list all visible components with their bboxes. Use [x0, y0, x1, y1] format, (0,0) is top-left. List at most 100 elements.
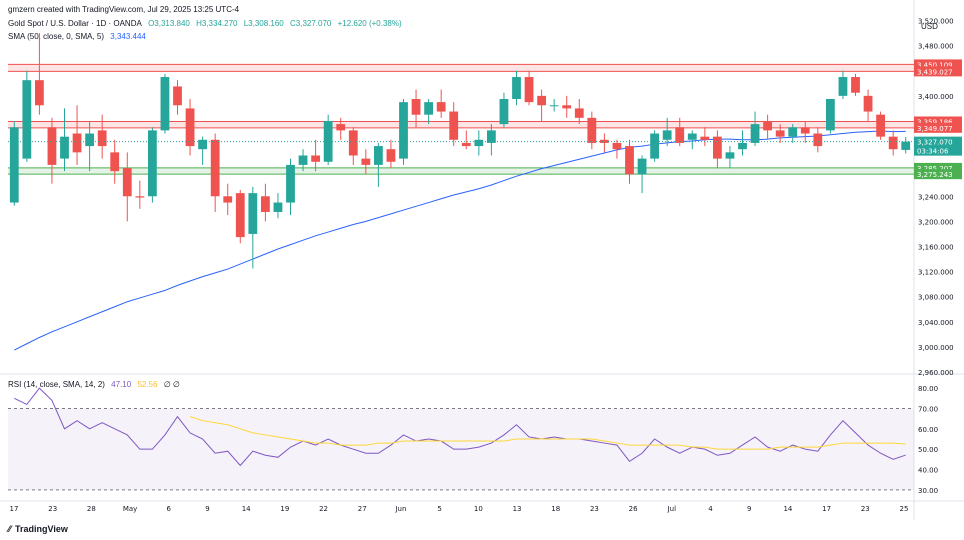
candle-body [336, 124, 346, 131]
rsi-tick-label: 40.00 [918, 467, 938, 475]
sma-label: SMA (50, close, 0, SMA, 5) [8, 32, 105, 41]
candle-body [712, 136, 722, 159]
candle-body [235, 193, 245, 238]
candle-body [625, 146, 634, 175]
time-tick-label: 19 [280, 505, 289, 513]
candle-body [173, 86, 182, 106]
candle-body [436, 102, 446, 112]
price-tick-label: 3,400.000 [918, 93, 954, 101]
candle-body [60, 136, 69, 159]
price-tick-label: 3,040.000 [918, 319, 954, 327]
time-tick-label: May [123, 505, 137, 513]
last-price-label: 3,327.070 [917, 139, 953, 147]
candle-body [223, 196, 233, 203]
price-tick-label: 3,120.000 [918, 269, 954, 277]
candle-body [122, 168, 132, 197]
candle-body [474, 139, 484, 147]
rsi-extra: ∅ ∅ [163, 380, 180, 389]
change-value: +12.620 (+0.38%) [337, 19, 402, 28]
candle-body [273, 202, 283, 212]
tv-icon: ⁄⁄ [8, 524, 12, 534]
price-tick-label: 3,440.000 [918, 68, 954, 76]
candle-body [612, 142, 622, 150]
footer-brand: TradingView [15, 524, 68, 534]
candle-body [386, 149, 396, 162]
price-tick-label: 3,320.000 [918, 143, 954, 151]
candle-body [587, 117, 597, 143]
level-badge-label: 3,450.109 [917, 61, 953, 69]
time-tick-label: 23 [861, 505, 870, 513]
price-tick-label: 3,280.000 [918, 168, 954, 176]
candle-body [260, 196, 270, 212]
time-tick-label: 17 [822, 505, 831, 513]
ohlc-legend: Gold Spot / U.S. Dollar · 1D · OANDA O3,… [8, 19, 406, 28]
candle-body [373, 146, 383, 165]
candle-body [147, 130, 157, 197]
candle-body [675, 127, 685, 143]
symbol-title[interactable]: Gold Spot / U.S. Dollar · 1D · OANDA [8, 19, 142, 28]
price-tick-label: 3,160.000 [918, 243, 954, 251]
candle-body [323, 120, 333, 162]
time-tick-label: 23 [590, 505, 599, 513]
candle-body [424, 102, 434, 115]
price-tick-label: 3,080.000 [918, 294, 954, 302]
time-tick-label: 9 [747, 505, 751, 513]
time-tick-label: 4 [708, 505, 713, 513]
candle-body [286, 164, 295, 203]
candle-body [210, 139, 220, 197]
rsi-ma-line [189, 416, 906, 450]
time-tick-label: 17 [10, 505, 19, 513]
time-tick-label: 6 [167, 505, 172, 513]
time-tick-label: 26 [629, 505, 638, 513]
sma-legend[interactable]: SMA (50, close, 0, SMA, 5) 3,343.444 [8, 32, 150, 41]
close-value: C3,327.070 [290, 19, 332, 28]
candle-body [160, 77, 170, 131]
candle-body [361, 158, 371, 165]
candle-body [135, 196, 145, 198]
open-value: O3,313.840 [148, 19, 190, 28]
candle-body [901, 141, 911, 150]
candle-body [499, 99, 509, 125]
time-tick-label: 13 [513, 505, 522, 513]
candle-body [863, 95, 873, 112]
rsi-tick-label: 80.00 [918, 385, 938, 393]
candle-body [411, 99, 421, 115]
currency-label[interactable]: USD [921, 22, 938, 31]
candle-body [524, 77, 534, 103]
level-badge [914, 122, 962, 133]
candle-body [248, 193, 258, 234]
sma-value: 3,343.444 [110, 32, 146, 41]
countdown-label: 03:34:06 [917, 148, 949, 156]
time-tick-label: 28 [87, 505, 96, 513]
rsi-tick-label: 60.00 [918, 426, 938, 434]
candle-body [650, 133, 660, 159]
time-tick-label: 18 [551, 505, 560, 513]
rsi-legend[interactable]: RSI (14, close, SMA, 14, 2) 47.10 52.56 … [8, 380, 184, 389]
candle-body [800, 127, 810, 134]
candle-body [348, 130, 358, 156]
low-value: L3,308.160 [243, 19, 284, 28]
level-zone [8, 121, 914, 128]
candle-body [851, 77, 860, 93]
candle-body [22, 80, 32, 159]
level-badge-label: 3,285.207 [917, 165, 953, 173]
candle-body [537, 95, 547, 106]
level-badge [914, 162, 962, 173]
rsi-label: RSI (14, close, SMA, 14, 2) [8, 380, 105, 389]
level-zone [8, 167, 914, 175]
price-tick-label: 3,480.000 [918, 43, 954, 51]
level-badge [914, 169, 962, 180]
candle-body [512, 77, 521, 99]
time-tick-label: 14 [242, 505, 251, 513]
time-tick-label: 27 [358, 505, 367, 513]
rsi-tick-label: 50.00 [918, 446, 938, 454]
rsi-band [8, 408, 914, 490]
rsi-ma-value: 52.56 [137, 380, 158, 389]
level-badge-label: 3,349.077 [917, 125, 953, 133]
candle-body [825, 99, 835, 131]
creator-line: gmzern created with TradingView.com, Jul… [8, 5, 240, 14]
candle-body [838, 77, 848, 96]
level-badge-label: 3,275.243 [917, 171, 953, 179]
candle-body [549, 105, 559, 107]
